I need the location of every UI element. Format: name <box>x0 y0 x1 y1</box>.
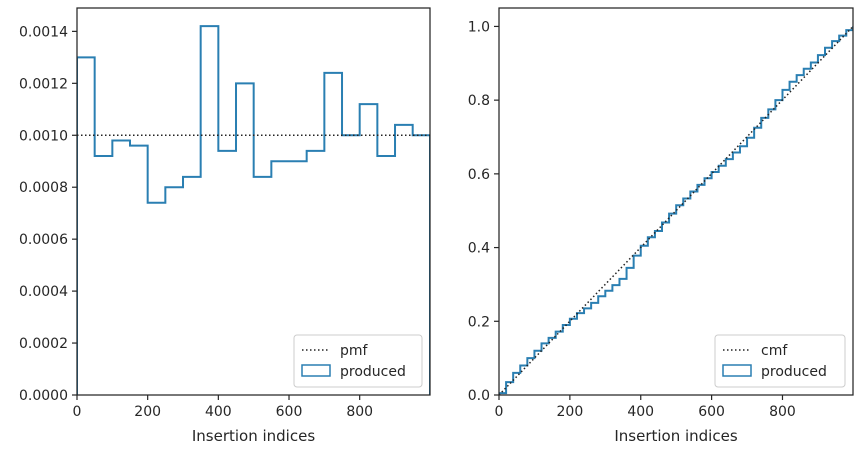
y-tick-label: 0.4 <box>468 241 490 257</box>
cmf-line-chart: 0 200 400 600 800 0.0 0.2 0.4 0.6 0.8 1.0 Insertion… <box>468 7 854 445</box>
y-tick-label: 1.0 <box>468 19 490 35</box>
y-tick-label: 0.0006 <box>19 232 68 248</box>
legend-swatch-produced <box>722 364 752 377</box>
y-tick-label: 0.8 <box>468 93 490 109</box>
y-tick-label: 0.0010 <box>19 128 68 144</box>
legend-label-produced: produced <box>761 364 827 380</box>
legend-swatch-produced <box>301 364 331 377</box>
x-tick-label: 600 <box>276 404 303 420</box>
y-tick-label: 0.0002 <box>19 336 68 352</box>
y-tick-label: 0.0012 <box>19 76 68 92</box>
legend: cmf produced <box>714 334 846 388</box>
x-tick-label: 0 <box>73 404 82 420</box>
legend: pmf produced <box>293 334 423 388</box>
legend-label-pmf: pmf <box>340 343 369 359</box>
x-tick-label: 400 <box>205 404 232 420</box>
legend-box <box>293 334 423 388</box>
legend-box <box>714 334 846 388</box>
x-tick-label: 0 <box>495 404 504 420</box>
pmf-histogram-chart: 0 200 400 600 800 0.0000 0.0002 0.0004 0.0006 0.0… <box>19 7 431 445</box>
y-tick-label: 0.0 <box>468 388 490 404</box>
x-tick-label: 400 <box>627 404 654 420</box>
series-cmf-line <box>499 25 853 395</box>
y-tick-label: 0.0000 <box>19 388 68 404</box>
plot-area <box>499 25 853 395</box>
x-tick-label: 800 <box>769 404 796 420</box>
x-tick-label: 200 <box>557 404 584 420</box>
x-tick-label: 200 <box>134 404 161 420</box>
series-produced-line <box>77 25 430 395</box>
legend-label-produced: produced <box>340 364 406 380</box>
axes-frame <box>498 7 854 396</box>
y-tick-label: 0.0008 <box>19 180 68 196</box>
y-tick-label: 0.2 <box>468 314 490 330</box>
x-axis-title: Insertion indices <box>614 427 737 445</box>
x-axis-title: Insertion indices <box>192 427 315 445</box>
plot-area <box>77 25 430 395</box>
x-tick-label: 600 <box>698 404 725 420</box>
x-tick-label: 800 <box>346 404 373 420</box>
legend-label-cmf: cmf <box>761 343 788 359</box>
y-tick-label: 0.0014 <box>19 24 68 40</box>
y-tick-label: 0.0004 <box>19 284 68 300</box>
axes-frame <box>76 7 431 396</box>
series-produced-line <box>499 26 853 395</box>
y-tick-label: 0.6 <box>468 167 490 183</box>
